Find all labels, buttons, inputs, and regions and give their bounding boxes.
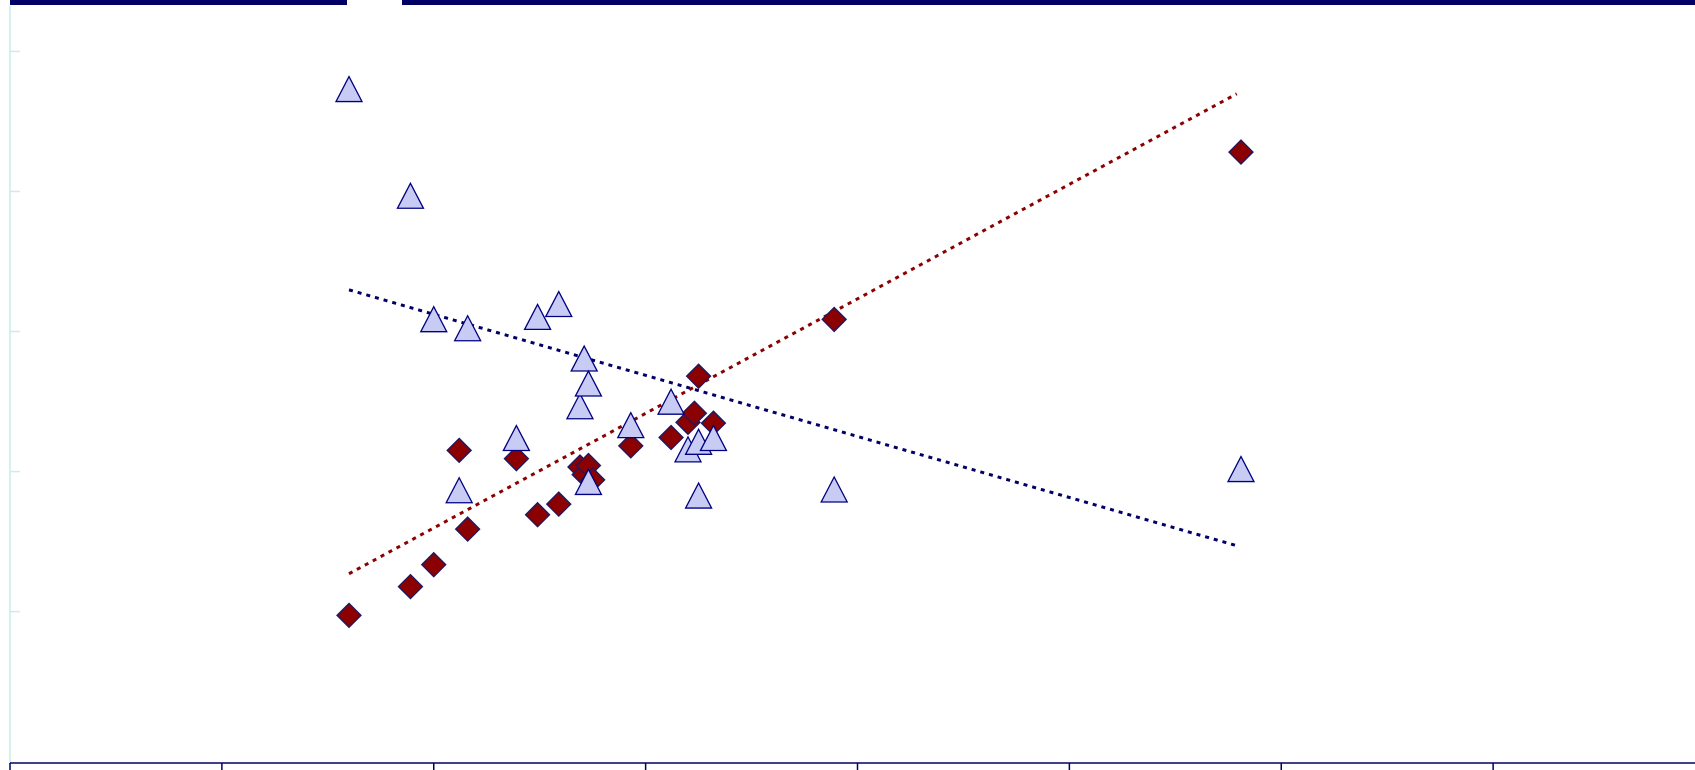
triangle-point-12 [616,411,645,439]
triangle-point-8 [565,392,595,420]
diamond-point-6 [524,501,551,528]
triangle-point-0 [334,75,364,103]
triangle-point-17 [699,424,728,452]
triangle-point-1 [396,181,425,209]
triangle-point-11 [574,468,603,496]
diamond-point-16 [685,363,712,390]
diamond-point-12 [617,432,644,459]
triangle-point-9 [570,344,599,372]
diamond-point-0 [336,602,362,629]
trendline-triangle [348,288,1238,548]
top-frame-left [10,0,347,5]
diamond-point-5 [503,445,530,472]
diamond-point-3 [446,437,473,464]
triangle-point-4 [453,314,482,342]
triangle-point-13 [656,387,686,415]
trendlines [348,92,1238,576]
diamond-point-18 [821,306,848,333]
triangle-point-5 [502,424,531,452]
triangle-point-2 [419,305,448,333]
data-points [334,75,1256,629]
top-frame [10,0,1695,5]
diamond-point-15 [681,400,708,427]
triangle-point-16 [684,481,713,509]
diamond-point-2 [420,551,447,578]
triangle-point-19 [1226,455,1256,483]
top-frame-right [402,0,1695,5]
trendline-diamond [348,92,1238,576]
diamond-point-7 [545,491,572,518]
diamond-point-13 [658,424,684,451]
diamond-point-1 [397,573,424,600]
triangle-point-10 [574,369,603,397]
triangle-point-7 [544,290,573,318]
triangle-point-18 [820,475,849,503]
x-axis [9,762,1695,770]
y-axis [9,6,20,763]
triangle-point-6 [523,302,552,331]
diamond-point-4 [454,516,481,543]
diamond-point-19 [1228,139,1254,166]
triangle-point-3 [445,476,474,504]
